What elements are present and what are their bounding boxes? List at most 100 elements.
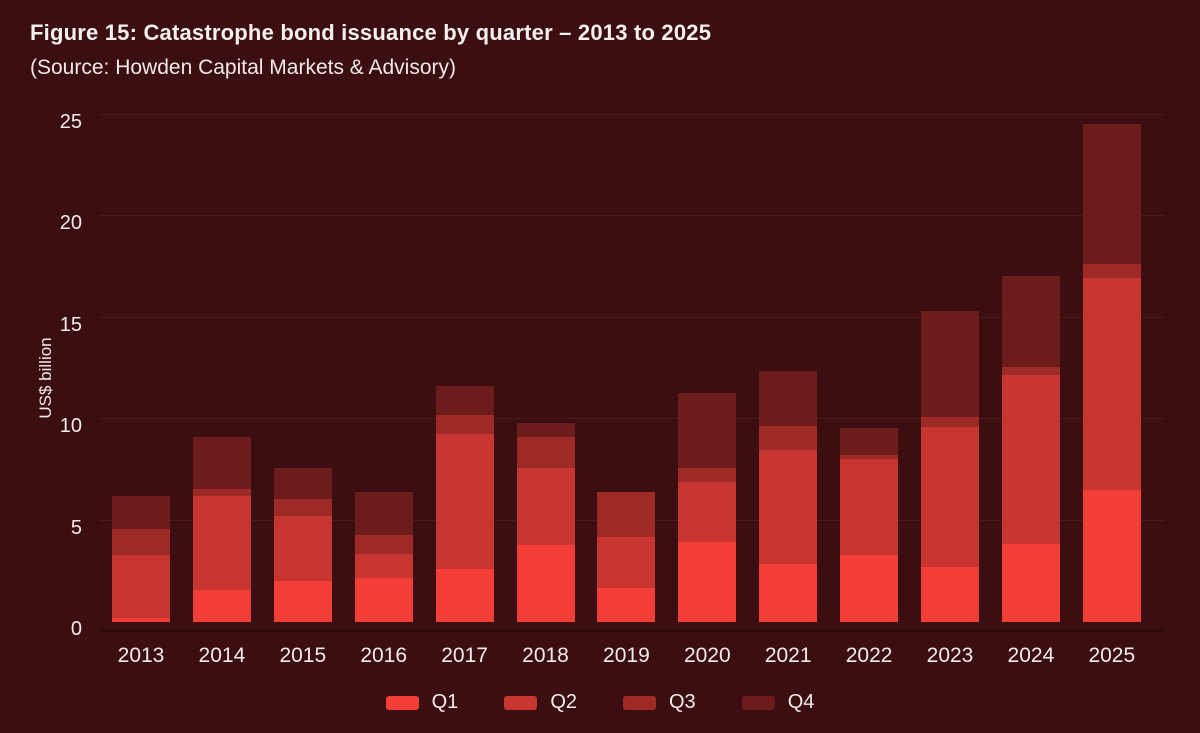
bar-segment-2025-q1 (1082, 490, 1141, 622)
bar-segment-2018-q3 (516, 437, 575, 468)
bar-segment-2024-q3 (1001, 366, 1060, 375)
bar-segment-2021-q3 (759, 426, 818, 450)
bar-column-2021 (759, 370, 818, 622)
x-tick-label-2017: 2017 (441, 644, 488, 667)
x-tick-label-2019: 2019 (603, 644, 650, 667)
bar-segment-2013-q1 (112, 617, 170, 622)
bar-column-2013 (112, 496, 170, 622)
legend-swatch-q2 (504, 695, 538, 710)
bar-segment-2013-q3 (112, 528, 170, 556)
legend-label-q1: Q1 (431, 691, 459, 713)
legend-swatch-q3 (623, 695, 656, 710)
bar-segment-2018-q1 (516, 544, 575, 622)
bar-segment-2016-q4 (354, 492, 413, 535)
bar-column-2020 (678, 392, 737, 622)
x-tick-label-2014: 2014 (198, 644, 246, 667)
legend-item-q1: Q1 (385, 691, 459, 714)
bar-column-2019 (597, 492, 656, 622)
bar-column-2018 (516, 423, 575, 622)
figure-title: Figure 15: Catastrophe bond issuance by … (30, 20, 712, 45)
y-tick-label: 15 (59, 313, 82, 336)
x-tick-label-2013: 2013 (117, 644, 165, 667)
gridline (100, 114, 1164, 115)
bar-column-2016 (354, 492, 413, 622)
bar-segment-2020-q2 (678, 482, 737, 542)
bar-column-2017 (435, 385, 494, 622)
bar-column-2015 (273, 467, 332, 622)
gridline (100, 316, 1164, 318)
y-tick-label: 5 (70, 516, 82, 539)
bar-column-2023 (921, 310, 979, 622)
figure-source: (Source: Howden Capital Markets & Adviso… (30, 56, 456, 79)
bar-segment-2013-q2 (112, 555, 170, 618)
bar-segment-2014-q1 (192, 589, 251, 622)
x-tick-label-2020: 2020 (683, 644, 731, 667)
bar-segment-2015-q4 (273, 467, 332, 500)
bar-segment-2024-q1 (1001, 543, 1060, 622)
legend: Q1 Q2 Q3 Q4 (0, 691, 1200, 714)
bar-segment-2016-q2 (354, 554, 413, 579)
bar-column-2024 (1001, 276, 1060, 622)
legend-item-q3: Q3 (623, 691, 696, 714)
bar-segment-2017-q1 (435, 569, 494, 622)
y-tick-label: 10 (59, 415, 82, 438)
legend-swatch-q4 (741, 695, 775, 710)
x-tick-label-2016: 2016 (360, 644, 408, 667)
bar-segment-2016-q1 (354, 578, 413, 622)
bar-segment-2017-q3 (435, 415, 494, 435)
bar-segment-2020-q1 (678, 541, 737, 622)
bar-segment-2014-q4 (192, 437, 251, 490)
bar-segment-2023-q2 (921, 427, 979, 568)
bar-segment-2015-q1 (273, 581, 332, 622)
bar-segment-2022-q1 (840, 555, 899, 622)
legend-label-q2: Q2 (550, 691, 577, 713)
legend-label-q4: Q4 (787, 691, 815, 713)
plot-area (100, 114, 1164, 632)
bar-segment-2023-q3 (921, 417, 979, 428)
bar-segment-2022-q3 (840, 454, 899, 459)
x-tick-label-2021: 2021 (764, 644, 812, 667)
bar-column-2025 (1082, 124, 1141, 622)
y-tick-label: 0 (70, 618, 82, 640)
bar-column-2022 (840, 428, 899, 622)
y-tick-label: 20 (59, 212, 82, 235)
x-tick-label-2024: 2024 (1007, 644, 1055, 667)
bar-segment-2020-q3 (678, 467, 737, 483)
bar-segment-2023-q4 (921, 310, 979, 418)
bar-segment-2019-q3 (597, 492, 656, 537)
bar-segment-2019-q2 (597, 536, 656, 588)
gridline (100, 215, 1164, 217)
x-tick-label-2018: 2018 (522, 644, 569, 667)
bar-segment-2019-q1 (597, 587, 656, 622)
bar-column-2014 (192, 437, 251, 622)
bar-segment-2013-q4 (112, 496, 170, 529)
bar-segment-2024-q2 (1001, 374, 1060, 544)
x-tick-label-2022: 2022 (845, 644, 893, 667)
bar-segment-2021-q1 (759, 564, 818, 622)
x-tick-label-2025: 2025 (1088, 644, 1136, 667)
bar-segment-2024-q4 (1001, 276, 1060, 367)
gridline (100, 418, 1164, 420)
bar-segment-2022-q2 (840, 458, 899, 556)
bar-segment-2014-q3 (192, 489, 251, 497)
y-tick-label: 25 (59, 111, 82, 133)
bar-segment-2014-q2 (192, 496, 251, 590)
bar-segment-2017-q4 (435, 385, 494, 416)
legend-swatch-q1 (385, 695, 419, 710)
bar-segment-2021-q2 (759, 449, 818, 565)
legend-item-q4: Q4 (741, 691, 815, 714)
bar-segment-2015-q3 (273, 499, 332, 516)
legend-label-q3: Q3 (669, 691, 696, 713)
bar-segment-2016-q3 (354, 534, 413, 555)
bar-segment-2020-q4 (678, 392, 737, 468)
bar-segment-2018-q4 (516, 423, 575, 438)
x-tick-label-2023: 2023 (926, 644, 974, 667)
bar-segment-2018-q2 (516, 467, 575, 545)
bar-segment-2025-q2 (1082, 278, 1141, 491)
bar-segment-2015-q2 (273, 515, 332, 582)
x-axis-line (100, 629, 1164, 632)
bar-segment-2021-q4 (759, 370, 818, 427)
x-tick-label-2015: 2015 (279, 644, 327, 667)
bar-segment-2022-q4 (840, 428, 899, 455)
bar-segment-2023-q1 (921, 567, 979, 622)
